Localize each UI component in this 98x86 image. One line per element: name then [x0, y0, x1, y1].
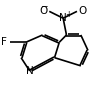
Text: −: −	[40, 1, 48, 10]
Text: F: F	[1, 37, 7, 47]
Text: N: N	[26, 66, 34, 76]
Text: +: +	[65, 10, 72, 19]
Text: N: N	[59, 13, 67, 23]
Text: O: O	[40, 6, 48, 16]
Text: O: O	[78, 6, 87, 16]
